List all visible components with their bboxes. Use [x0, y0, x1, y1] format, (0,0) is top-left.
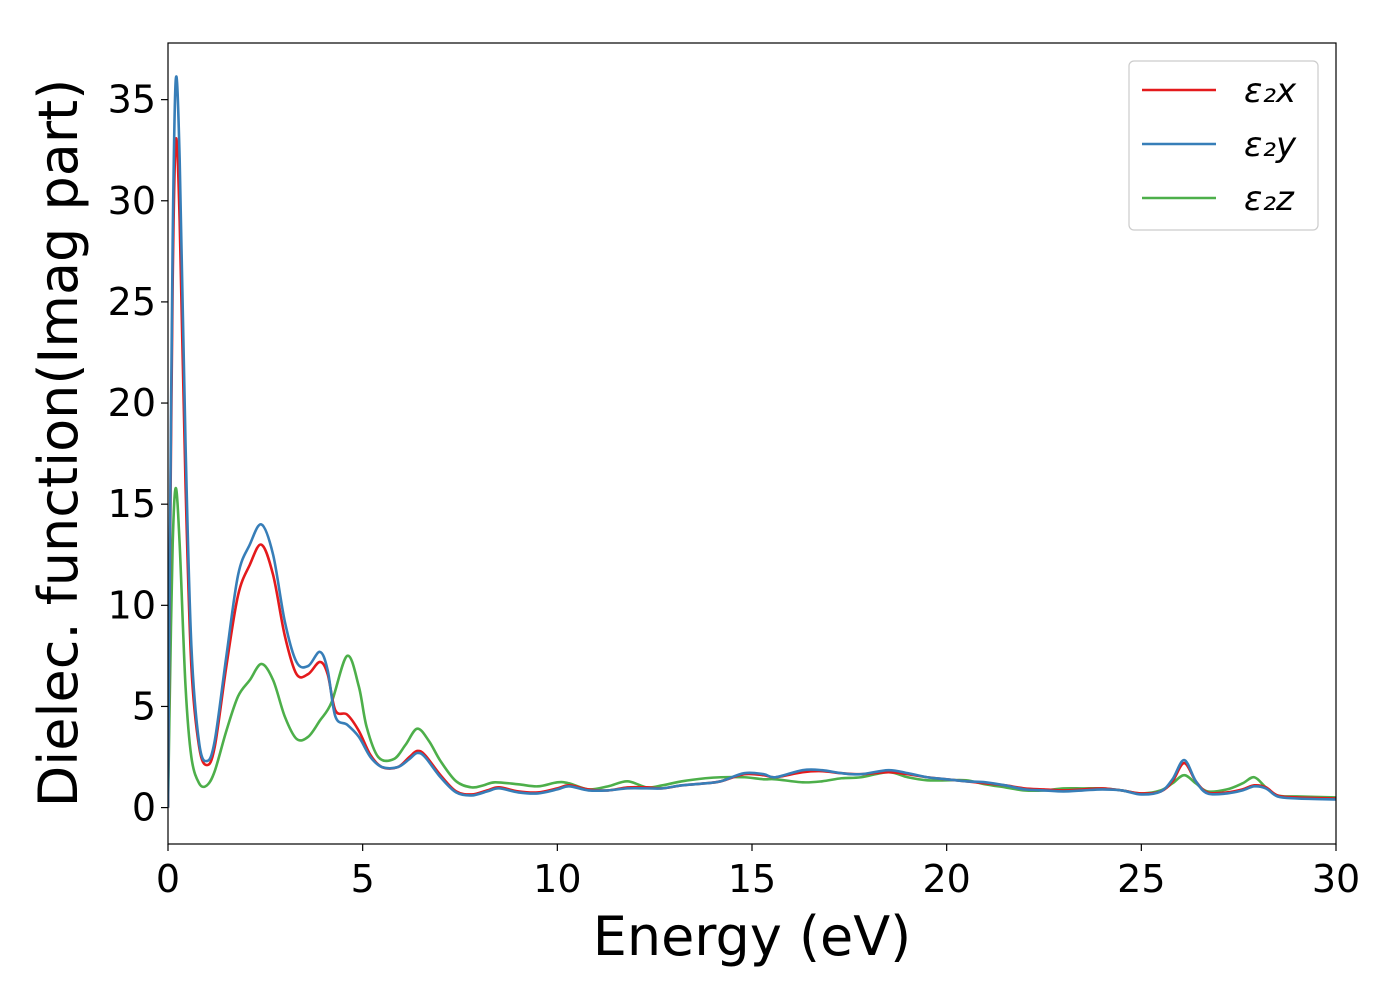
- x-axis: 0 5 10 15 20 25 30: [156, 844, 1360, 901]
- y-axis-title: Dielec. function(Imag part): [27, 79, 90, 808]
- x-tick-label: 5: [351, 857, 375, 901]
- y-tick-label: 5: [132, 684, 156, 728]
- series-line-0: [168, 137, 1336, 808]
- legend-label-2: ε₂z: [1244, 179, 1295, 219]
- series-line-2: [168, 486, 1336, 808]
- x-tick-label: 25: [1117, 857, 1165, 901]
- x-tick-label: 15: [728, 857, 776, 901]
- y-tick-label: 35: [108, 78, 156, 122]
- y-tick-label: 0: [132, 786, 156, 830]
- y-tick-label: 10: [108, 583, 156, 627]
- y-tick-label: 30: [108, 179, 156, 223]
- y-tick-label: 15: [108, 482, 156, 526]
- legend-label-1: ε₂y: [1244, 125, 1297, 165]
- y-tick-label: 20: [108, 381, 156, 425]
- x-axis-title: Energy (eV): [593, 905, 912, 968]
- legend: ε₂x ε₂y ε₂z: [1128, 60, 1319, 231]
- series-line-1: [168, 75, 1336, 808]
- y-axis: 0 5 10 15 20 25 30 35: [108, 78, 168, 830]
- legend-frame: [1128, 60, 1319, 231]
- series-lines: [168, 75, 1336, 808]
- x-tick-label: 30: [1312, 857, 1360, 901]
- legend-label-0: ε₂x: [1244, 71, 1297, 111]
- x-tick-label: 20: [922, 857, 970, 901]
- x-tick-label: 0: [156, 857, 180, 901]
- y-tick-label: 25: [108, 280, 156, 324]
- x-tick-label: 10: [533, 857, 581, 901]
